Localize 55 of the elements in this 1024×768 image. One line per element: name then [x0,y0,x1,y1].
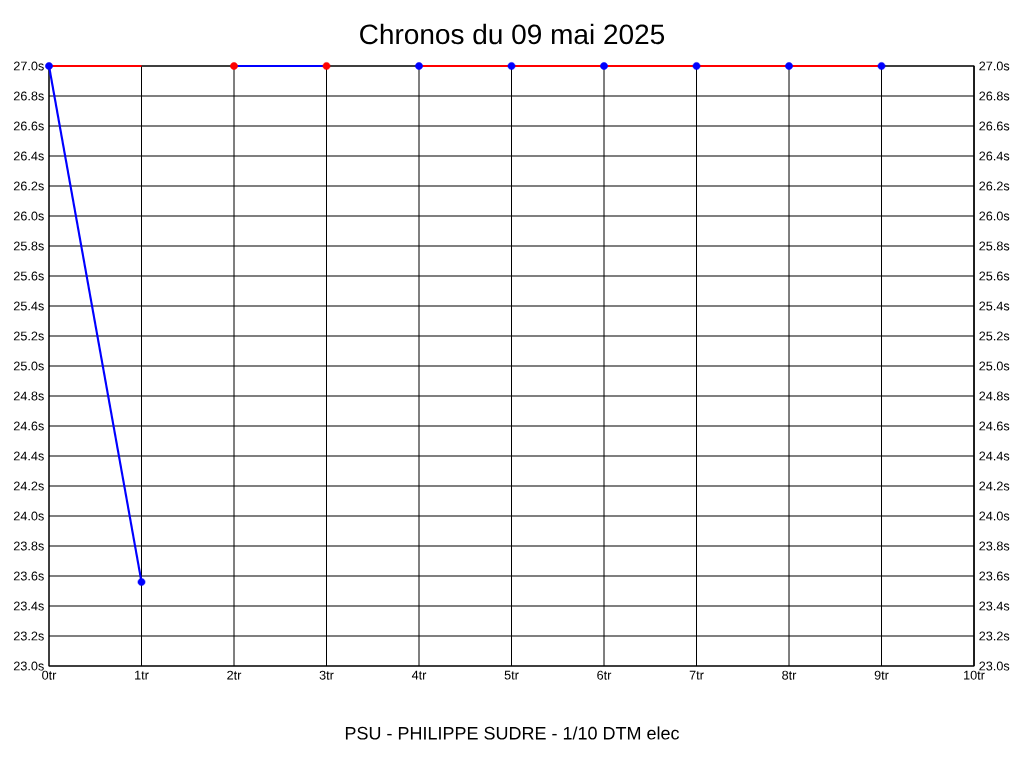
x-tick-label: 7tr [689,670,704,680]
y2-tick-label: 24.6s [979,421,1010,431]
y2-tick-label: 27.0s [979,61,1010,71]
y2-tick-label: 26.0s [979,211,1010,221]
x-tick-label: 3tr [319,670,334,680]
y2-tick-label: 25.2s [979,331,1010,341]
y-tick-label: 25.4s [13,301,44,311]
y2-tick-label: 23.2s [979,631,1010,641]
y2-tick-label: 25.0s [979,361,1010,371]
y2-tick-label: 23.4s [979,601,1010,611]
y-tick-label: 24.2s [13,481,44,491]
y2-tick-label: 25.8s [979,241,1010,251]
y2-tick-label: 23.0s [979,661,1010,671]
y2-tick-label: 26.6s [979,121,1010,131]
y-tick-label: 23.8s [13,541,44,551]
y-tick-label: 25.8s [13,241,44,251]
y-tick-label: 23.2s [13,631,44,641]
y2-tick-label: 24.8s [979,391,1010,401]
y-tick-label: 23.0s [13,661,44,671]
y-tick-label: 26.6s [13,121,44,131]
y-tick-label: 25.6s [13,271,44,281]
y-tick-label: 25.0s [13,361,44,371]
y2-tick-label: 23.6s [979,571,1010,581]
x-tick-label: 1tr [135,670,149,680]
chart-title: Chronos du 09 mai 2025 [360,23,665,45]
y-tick-label: 25.2s [13,331,44,341]
y-tick-label: 23.4s [13,601,44,611]
x-tick-label: 9tr [874,670,889,680]
y-tick-label: 24.4s [13,451,44,461]
y2-tick-label: 26.2s [979,181,1010,191]
y2-tick-label: 24.4s [979,451,1010,461]
y-tick-label: 23.6s [13,571,44,581]
y2-tick-label: 24.0s [979,511,1010,521]
x-tick-label: 6tr [597,670,612,680]
x-tick-label: 5tr [504,670,519,680]
x-tick-label: 0tr [42,670,57,680]
x-tick-label: 8tr [782,670,797,680]
x-tick-label: 2tr [227,670,242,680]
y2-tick-label: 26.8s [979,91,1010,101]
y-tick-label: 26.2s [13,181,44,191]
y2-tick-label: 23.8s [979,541,1010,551]
x-tick-label: 4tr [411,670,427,680]
y-tick-label: 26.0s [13,211,44,221]
y2-tick-label: 25.6s [979,271,1010,281]
y-tick-label: 24.0s [13,511,44,521]
y2-tick-label: 25.4s [979,301,1010,311]
y-tick-label: 24.8s [13,391,44,401]
y-tick-label: 27.0s [13,61,44,71]
x-axis-title: PSU - PHILIPPE SUDRE - 1/10 DTM elec [345,726,680,740]
y2-tick-label: 26.4s [979,151,1010,161]
y-tick-label: 26.8s [13,91,44,101]
y-tick-label: 26.4s [13,151,44,161]
y2-tick-label: 24.2s [979,481,1010,491]
x-tick-label: 10tr [964,670,985,680]
y-tick-label: 24.6s [13,421,44,431]
